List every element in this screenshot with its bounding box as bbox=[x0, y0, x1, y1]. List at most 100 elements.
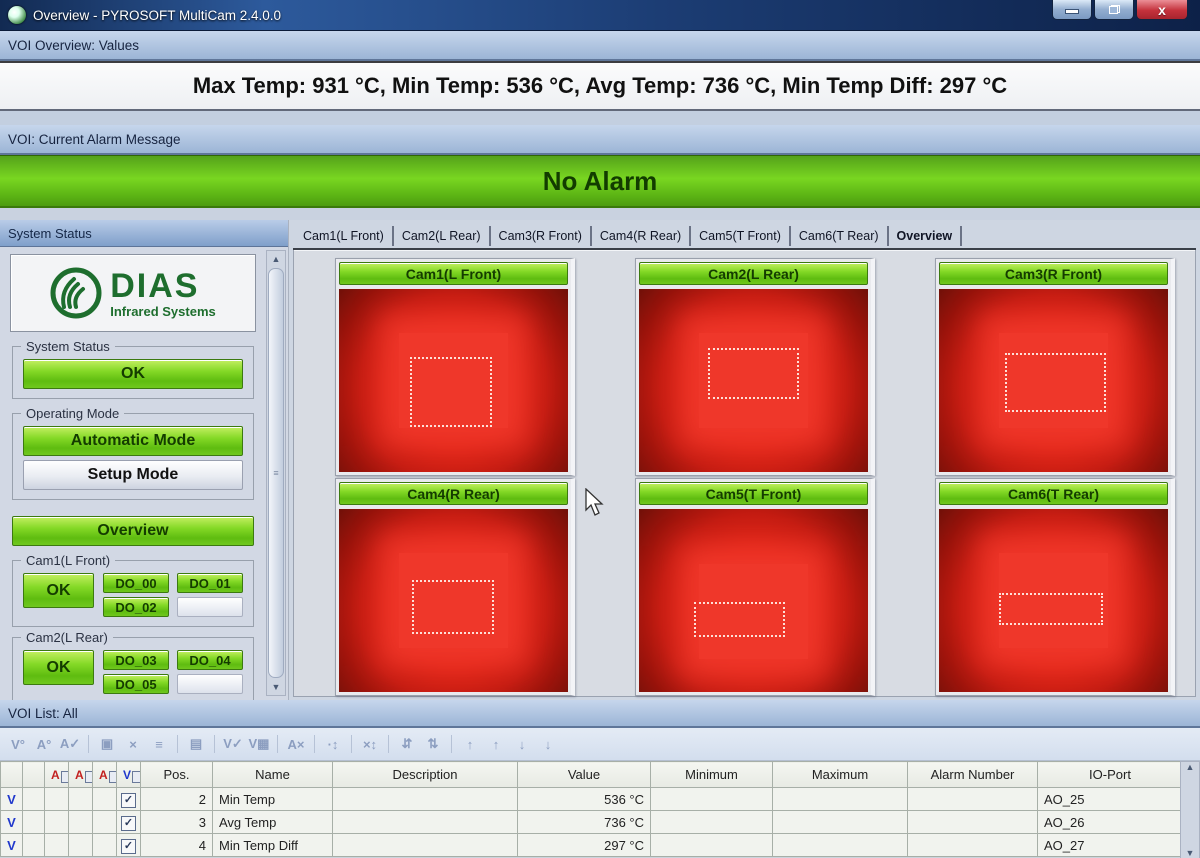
system-status-ok-button[interactable]: OK bbox=[23, 359, 243, 389]
area-value-icon[interactable]: A° bbox=[36, 736, 52, 752]
toolbar-separator bbox=[388, 735, 389, 753]
align-top-icon[interactable]: ⇵ bbox=[401, 736, 413, 751]
cam1-thermal-image[interactable] bbox=[339, 289, 568, 472]
voi-alarm-caption-label: VOI: Current Alarm Message bbox=[8, 131, 181, 147]
row-io-port: AO_27 bbox=[1037, 833, 1183, 857]
restore-button[interactable] bbox=[1094, 0, 1134, 20]
voi-table-row[interactable]: V ✓ 4 Min Temp Diff 297 °C AO_27 bbox=[0, 833, 1183, 857]
do-05-button[interactable]: DO_05 bbox=[103, 674, 169, 694]
tab-cam2[interactable]: Cam2(L Rear) bbox=[394, 225, 491, 246]
cam6-header-button[interactable]: Cam6(T Rear) bbox=[939, 482, 1168, 505]
voi-table-row[interactable]: V ✓ 2 Min Temp 536 °C AO_25 bbox=[0, 787, 1183, 811]
voi-col-io-port[interactable]: IO-Port bbox=[1037, 761, 1183, 788]
checkbox-checked-icon[interactable]: ✓ bbox=[121, 815, 136, 831]
do-04-button[interactable]: DO_04 bbox=[177, 650, 243, 670]
voi-col-area-page[interactable]: A bbox=[68, 761, 93, 788]
delete-icon[interactable]: × bbox=[129, 736, 137, 752]
cam1-ok-button[interactable]: OK bbox=[23, 573, 94, 608]
move-up-icon[interactable]: ↑ bbox=[492, 736, 500, 752]
tab-cam5[interactable]: Cam5(T Front) bbox=[691, 225, 791, 246]
scroll-down-icon[interactable]: ▼ bbox=[271, 682, 281, 692]
setup-mode-button[interactable]: Setup Mode bbox=[23, 460, 243, 490]
move-down-last-icon[interactable]: ↓ bbox=[544, 736, 552, 752]
scrollbar-thumb[interactable]: ≡ bbox=[268, 268, 284, 678]
list-select-icon[interactable]: ≡ bbox=[155, 736, 163, 752]
area-check-icon[interactable]: A✓ bbox=[59, 736, 81, 751]
voi-grid-icon[interactable]: V▦ bbox=[248, 736, 270, 751]
tab-cam4[interactable]: Cam4(R Rear) bbox=[592, 225, 692, 246]
voi-value-icon[interactable]: V° bbox=[11, 736, 25, 752]
cam5-roi-rect[interactable] bbox=[693, 602, 785, 638]
distribute-icon[interactable]: ⇅ bbox=[427, 736, 439, 751]
row-visible-cell[interactable]: ✓ bbox=[116, 787, 141, 811]
close-button[interactable]: x bbox=[1136, 0, 1188, 20]
voi-col-area-save[interactable]: A bbox=[44, 761, 69, 788]
cam6-thermal-image[interactable] bbox=[939, 509, 1168, 692]
do-blank-button-2[interactable] bbox=[177, 674, 243, 694]
cam4-roi-rect[interactable] bbox=[412, 580, 495, 634]
row-blank-cell bbox=[44, 787, 69, 811]
do-01-button[interactable]: DO_01 bbox=[177, 573, 243, 593]
cam2-thermal-image[interactable] bbox=[639, 289, 868, 472]
tab-cam3[interactable]: Cam3(R Front) bbox=[491, 225, 592, 246]
row-maximum bbox=[772, 810, 908, 834]
voi-col-alarm-number[interactable]: Alarm Number bbox=[907, 761, 1038, 788]
cam2-header-button[interactable]: Cam2(L Rear) bbox=[639, 262, 868, 285]
do-blank-button-1[interactable] bbox=[177, 597, 243, 617]
voi-table-area: A A A V Pos. Name Description Value Mini… bbox=[0, 761, 1200, 858]
do-03-button[interactable]: DO_03 bbox=[103, 650, 169, 670]
cam5-header-button[interactable]: Cam5(T Front) bbox=[639, 482, 868, 505]
minimize-button[interactable] bbox=[1052, 0, 1092, 20]
table-icon[interactable]: ▤ bbox=[189, 736, 203, 751]
area-delete-icon[interactable]: A× bbox=[287, 736, 305, 752]
voi-col-area-table[interactable]: A bbox=[92, 761, 117, 788]
row-value: 536 °C bbox=[517, 787, 651, 811]
camera-tab-bar: Cam1(L Front) Cam2(L Rear) Cam3(R Front)… bbox=[293, 222, 1196, 250]
voi-col-visible[interactable]: V bbox=[116, 761, 141, 788]
tab-cam1[interactable]: Cam1(L Front) bbox=[295, 225, 394, 246]
tab-cam6[interactable]: Cam6(T Rear) bbox=[791, 225, 889, 246]
row-visible-cell[interactable]: ✓ bbox=[116, 833, 141, 857]
scroll-up-icon[interactable]: ▲ bbox=[271, 254, 281, 264]
move-up-first-icon[interactable]: ↑ bbox=[466, 736, 474, 752]
cam2-roi-rect[interactable] bbox=[707, 347, 799, 400]
copy-icon[interactable]: ▣ bbox=[100, 736, 114, 751]
table-scroll-up-icon[interactable]: ▲ bbox=[1185, 762, 1195, 772]
table-scrollbar[interactable]: ▲ ▼ bbox=[1180, 761, 1200, 858]
voi-table-row[interactable]: V ✓ 3 Avg Temp 736 °C AO_26 bbox=[0, 810, 1183, 834]
voi-col-description[interactable]: Description bbox=[332, 761, 518, 788]
cam3-roi-rect[interactable] bbox=[1005, 353, 1106, 412]
table-scroll-down-icon[interactable]: ▼ bbox=[1185, 848, 1195, 858]
sidebar-scrollbar[interactable]: ▲ ≡ ▼ bbox=[266, 250, 286, 696]
cam4-header-button[interactable]: Cam4(R Rear) bbox=[339, 482, 568, 505]
voi-check-icon[interactable]: V✓ bbox=[223, 736, 243, 751]
voi-col-maximum[interactable]: Maximum bbox=[772, 761, 908, 788]
cam4-thermal-image[interactable] bbox=[339, 509, 568, 692]
tab-overview[interactable]: Overview bbox=[889, 225, 963, 246]
cam6-roi-rect[interactable] bbox=[998, 593, 1104, 625]
cam2-ok-button[interactable]: OK bbox=[23, 650, 94, 685]
cam1-header-button[interactable]: Cam1(L Front) bbox=[339, 262, 568, 285]
move-down-icon[interactable]: ↓ bbox=[518, 736, 526, 752]
move-point-icon[interactable]: ·↕ bbox=[327, 736, 339, 752]
voi-col-minimum[interactable]: Minimum bbox=[650, 761, 773, 788]
voi-alarm-caption: VOI: Current Alarm Message bbox=[0, 125, 1200, 155]
cam5-thermal-image[interactable] bbox=[639, 509, 868, 692]
delete-point-icon[interactable]: ×↕ bbox=[362, 736, 378, 752]
cam3-thermal-image[interactable] bbox=[939, 289, 1168, 472]
row-visible-cell[interactable]: ✓ bbox=[116, 810, 141, 834]
checkbox-checked-icon[interactable]: ✓ bbox=[121, 792, 136, 808]
checkbox-checked-icon[interactable]: ✓ bbox=[121, 838, 136, 854]
overview-button[interactable]: Overview bbox=[12, 516, 254, 546]
cam1-roi-rect[interactable] bbox=[409, 356, 492, 427]
voi-col-name[interactable]: Name bbox=[212, 761, 333, 788]
do-00-button[interactable]: DO_00 bbox=[103, 573, 169, 593]
voi-col-pos[interactable]: Pos. bbox=[140, 761, 213, 788]
voi-col-value[interactable]: Value bbox=[517, 761, 651, 788]
do-02-button[interactable]: DO_02 bbox=[103, 597, 169, 617]
automatic-mode-button[interactable]: Automatic Mode bbox=[23, 426, 243, 456]
cam3-header-button[interactable]: Cam3(R Front) bbox=[939, 262, 1168, 285]
row-name: Min Temp bbox=[212, 787, 333, 811]
system-status-group-label: System Status bbox=[21, 339, 115, 354]
toolbar-separator bbox=[277, 735, 278, 753]
